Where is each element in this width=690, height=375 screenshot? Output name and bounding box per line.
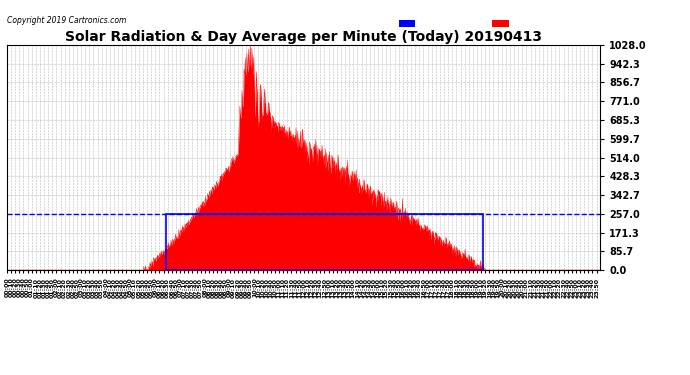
Title: Solar Radiation & Day Average per Minute (Today) 20190413: Solar Radiation & Day Average per Minute… [65, 30, 542, 44]
Text: Copyright 2019 Cartronics.com: Copyright 2019 Cartronics.com [7, 16, 126, 25]
Legend: Median (W/m2), Radiation (W/m2): Median (W/m2), Radiation (W/m2) [397, 18, 596, 30]
Bar [166, 214, 483, 270]
